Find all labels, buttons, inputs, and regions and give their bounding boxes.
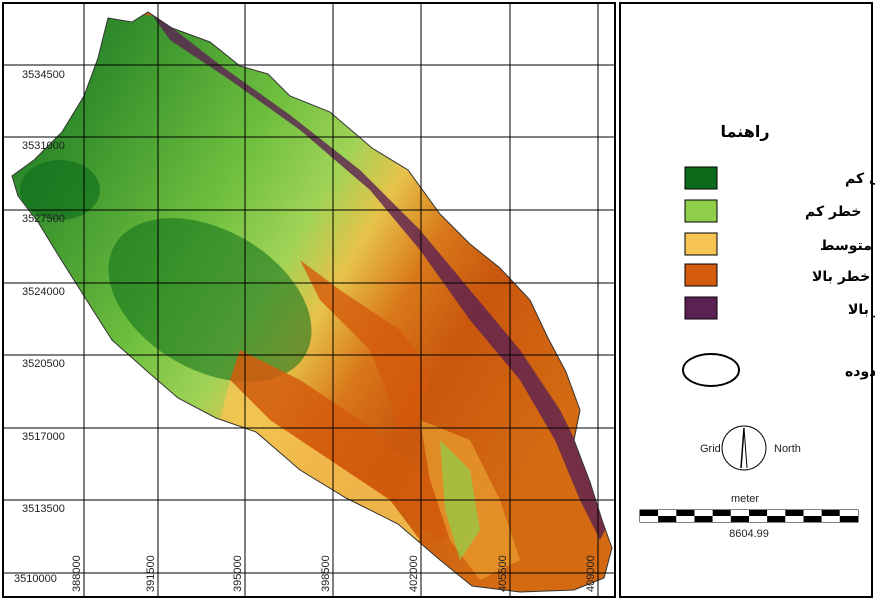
scale-segment — [640, 510, 659, 516]
legend: راهنما خطر خیلی کم خطر کم خطر متوسط خطر … — [682, 122, 875, 387]
legend-swatch-medium — [684, 232, 718, 256]
scale-segment — [767, 510, 786, 516]
scale-bar: meter 8604.99 — [639, 493, 859, 540]
scale-segment — [658, 516, 677, 522]
y-tick-label: 3524000 — [22, 286, 65, 298]
scale-segment — [839, 510, 858, 516]
legend-label-low: خطر کم — [805, 204, 861, 220]
legend-label-very-low: خطر خیلی کم — [845, 171, 875, 187]
x-tick-label: 395000 — [232, 555, 244, 592]
compass-icon — [721, 425, 767, 471]
y-tick-label: 3531000 — [22, 140, 65, 152]
legend-title: راهنما — [720, 122, 769, 141]
scale-segment — [658, 510, 677, 516]
y-tick-label: 3510000 — [14, 573, 57, 585]
scale-segment — [785, 516, 804, 522]
x-tick-label: 388000 — [71, 555, 83, 592]
y-tick-label: 3527500 — [22, 213, 65, 225]
very-low-zone — [108, 218, 312, 382]
boundary-symbol — [682, 353, 740, 387]
legend-swatch-low — [684, 199, 718, 223]
legend-swatch-high — [684, 263, 718, 287]
scale-segment — [749, 516, 768, 522]
legend-swatch-very-low — [684, 166, 718, 190]
scale-segments — [640, 510, 858, 522]
y-tick-label: 3513500 — [22, 503, 65, 515]
scale-segment — [749, 510, 768, 516]
north-arrow: Grid North — [700, 425, 801, 471]
very-low-zone — [20, 160, 100, 220]
scale-segment — [676, 510, 695, 516]
legend-label-boundary: مرز محدوده — [845, 364, 875, 380]
legend-label-medium: خطر متوسط — [820, 238, 875, 254]
y-tick-label: 3520500 — [22, 358, 65, 370]
scale-segment — [821, 510, 840, 516]
scale-segment — [767, 516, 786, 522]
x-tick-label: 391500 — [145, 555, 157, 592]
x-tick-label: 402000 — [408, 555, 420, 592]
legend-label-very-high: خطر بسیار بالا — [848, 302, 875, 318]
legend-swatch-very-high — [684, 296, 718, 320]
y-tick-label: 3517000 — [22, 431, 65, 443]
scale-segment — [640, 516, 659, 522]
scale-segment — [694, 516, 713, 522]
y-tick-labels: 3534500 3531000 3527500 3524000 3520500 … — [14, 69, 65, 585]
x-tick-label: 398500 — [320, 555, 332, 592]
medium-zone — [220, 380, 420, 545]
area-boundary — [11, 11, 613, 593]
scale-unit: meter — [731, 493, 759, 505]
legend-frame — [619, 2, 873, 598]
scale-segment — [730, 510, 749, 516]
high-zone — [230, 350, 470, 540]
legend-label-high: خطر بالا — [812, 269, 870, 285]
grid-label: Grid — [700, 443, 721, 455]
scale-segment — [730, 516, 749, 522]
scale-segment — [821, 516, 840, 522]
x-tick-label: 409000 — [585, 555, 597, 592]
graticule — [3, 3, 615, 597]
scale-segment — [803, 510, 822, 516]
x-tick-label: 405500 — [497, 555, 509, 592]
scale-segment — [694, 510, 713, 516]
x-tick-labels: 388000 391500 395000 398500 402000 40550… — [71, 555, 597, 592]
scale-value: 8604.99 — [729, 528, 769, 540]
scale-segment — [803, 516, 822, 522]
scale-segment — [839, 516, 858, 522]
scale-segment — [712, 510, 731, 516]
north-label: North — [774, 443, 801, 455]
scale-segment — [785, 510, 804, 516]
scale-segment — [676, 516, 695, 522]
scale-segment — [712, 516, 731, 522]
y-tick-label: 3534500 — [22, 69, 65, 81]
